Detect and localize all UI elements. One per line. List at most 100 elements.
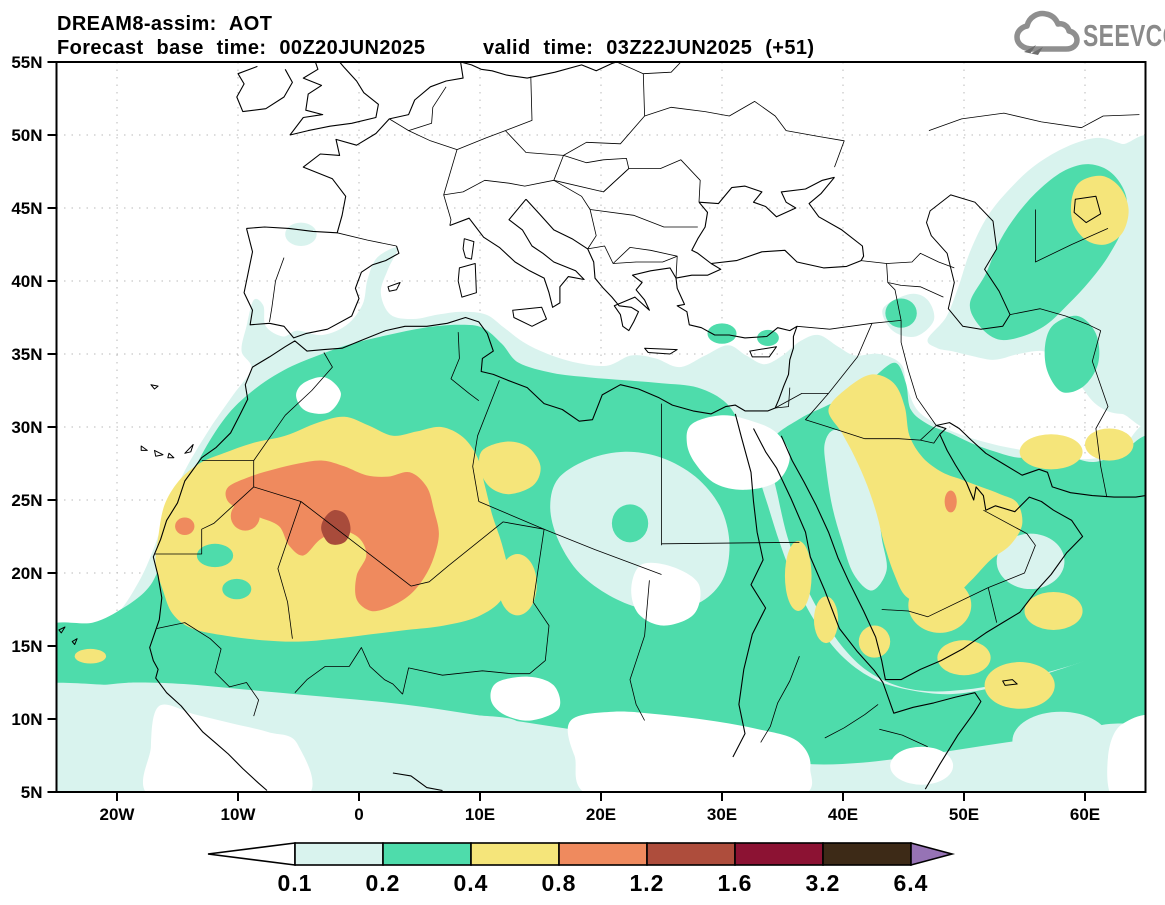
colorbar-label: 6.4	[894, 870, 929, 896]
colorbar-segment	[822, 842, 912, 866]
country-border	[443, 130, 564, 196]
island-or-lake-outline	[1073, 195, 1102, 224]
country-border	[603, 159, 701, 203]
country-border	[887, 282, 902, 321]
coastline	[392, 772, 443, 792]
contour-region-ge-0.1	[285, 222, 317, 246]
contour-region-ge-0.1	[56, 682, 525, 739]
contour-region-ge-1.2	[321, 510, 351, 545]
coastline	[698, 176, 835, 218]
contour-region-ge-0.4	[1024, 591, 1083, 630]
contour-region-ge-0.2	[196, 543, 234, 568]
contour-region-ge-0.1	[824, 429, 887, 591]
contour-region-ge-0.2	[222, 578, 252, 600]
lon-tick-label: 20W	[100, 805, 136, 824]
country-border	[253, 486, 412, 587]
contour-region-ge-0.4	[813, 596, 839, 644]
country-border	[920, 425, 937, 441]
lat-tick-label: 55N	[11, 53, 42, 72]
island-or-lake-outline	[71, 638, 78, 645]
coastline	[289, 62, 324, 136]
island-or-lake-outline	[644, 347, 678, 355]
contour-region-ge-0.8	[225, 460, 439, 612]
lat-tick-label: 30N	[11, 418, 42, 437]
lat-tick-label: 15N	[11, 637, 42, 656]
coastline	[753, 428, 982, 790]
coastline	[525, 198, 677, 332]
country-border	[529, 529, 550, 675]
island-or-lake-outline	[140, 445, 148, 451]
coastline	[246, 62, 464, 234]
country-border	[881, 509, 1036, 618]
country-border	[613, 255, 678, 264]
country-border	[824, 704, 879, 739]
coastline	[460, 62, 617, 79]
country-border	[861, 252, 955, 269]
country-border	[472, 380, 500, 502]
coastline	[149, 263, 798, 791]
country-border	[987, 587, 998, 623]
contour-region-ge-0.2	[885, 298, 917, 328]
island-or-lake-outline	[167, 452, 175, 459]
valid-time-label: valid time: 03Z22JUN2025 (+51)	[483, 37, 815, 59]
country-border	[775, 393, 941, 444]
island-or-lake-outline	[150, 384, 159, 390]
country-border	[928, 112, 1140, 131]
country-border	[563, 73, 645, 156]
lat-tick-label: 40N	[11, 272, 42, 291]
country-border	[796, 320, 902, 330]
map-canvas: 55N 50N 45N 40N 35N 30N 25N 20N 15N 10N 5N 20W 10W 0 1…	[11, 53, 1147, 824]
contour-region-ge-0.4	[1019, 434, 1083, 470]
coastline	[236, 65, 293, 113]
lon-tick-label: 10E	[465, 805, 495, 824]
contour-region-ge-0.4	[479, 441, 541, 495]
logo-text: SEEVCCC	[1083, 18, 1165, 53]
coastline	[691, 201, 712, 264]
lon-tick-label: 0	[354, 805, 363, 824]
lat-tick-label: 10N	[11, 710, 42, 729]
country-border	[828, 323, 873, 394]
island-or-lake-outline	[462, 238, 475, 260]
country-border	[456, 76, 533, 150]
coastline	[711, 249, 862, 269]
country-border	[337, 232, 397, 247]
island-or-lake-outline	[387, 282, 401, 292]
contour-region-ge-0	[143, 704, 313, 792]
country-border	[389, 118, 458, 226]
country-border	[450, 332, 480, 402]
country-border	[294, 647, 403, 695]
island-or-lake-outline	[154, 449, 164, 457]
colorbar-label: 0.4	[454, 870, 489, 896]
country-border	[269, 257, 285, 322]
island-or-lake-outline	[184, 444, 194, 454]
colorbar-under-arrow	[207, 842, 296, 866]
lon-tick-label: 20E	[586, 805, 616, 824]
contour-region-ge-0.4	[908, 577, 972, 633]
contour-region-ge-0.4	[498, 554, 537, 616]
colorbar-segment	[294, 842, 384, 866]
country-border	[760, 656, 800, 743]
country-border	[156, 622, 259, 717]
contour-region-ge-0.1	[1012, 711, 1110, 771]
lon-tick-label: 30E	[707, 805, 737, 824]
contour-region-ge-0.4	[828, 374, 1023, 604]
contour-region-ge-0.4	[984, 662, 1055, 709]
colorbar-legend: 0.1 0.2 0.4 0.8 1.2 1.6 3.2 6.4	[207, 841, 956, 896]
colorbar-segment	[470, 842, 560, 866]
colorbar-segment	[558, 842, 648, 866]
contour-region-ge-0.4	[784, 540, 812, 611]
country-border	[661, 541, 800, 545]
contour-region-ge-0.2	[707, 323, 737, 344]
lon-tick-label: 60E	[1070, 805, 1100, 824]
aot-contour-layer	[56, 135, 1146, 792]
country-border	[900, 320, 937, 426]
base-time-label: Forecast base time: 00Z20JUN2025	[57, 37, 425, 59]
colorbar-segment	[382, 842, 472, 866]
contour-region-ge-0	[686, 415, 790, 490]
arrow-icon	[1024, 45, 1043, 55]
lat-tick-label: 20N	[11, 564, 42, 583]
basemap-layer	[58, 62, 1146, 792]
country-border	[644, 101, 845, 168]
country-border	[629, 580, 650, 721]
